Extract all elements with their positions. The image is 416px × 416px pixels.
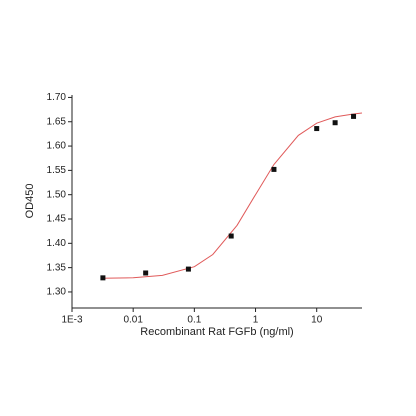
y-tick-label: 1.45 (47, 214, 67, 225)
data-point (314, 126, 320, 132)
y-tick-label: 1.40 (47, 238, 67, 249)
y-tick-label: 1.60 (47, 141, 67, 152)
y-tick-label: 1.65 (47, 116, 67, 127)
x-tick-label: 10 (311, 315, 323, 326)
data-point (332, 120, 338, 126)
x-tick-label: 0.01 (123, 315, 143, 326)
x-tick-label: 1E-3 (61, 315, 83, 326)
y-tick-label: 1.30 (47, 287, 67, 298)
y-tick-label: 1.55 (47, 165, 67, 176)
fit-curve (101, 112, 363, 279)
data-point (228, 233, 234, 239)
data-point (271, 166, 277, 172)
data-point (100, 275, 106, 281)
x-tick-label: 1 (253, 315, 259, 326)
x-tick-label: 0.1 (187, 315, 201, 326)
data-point (143, 270, 149, 276)
x-axis-title: Recombinant Rat FGFb (ng/ml) (140, 326, 293, 338)
y-tick-label: 1.50 (47, 189, 67, 200)
data-point (351, 113, 357, 119)
y-tick-label: 1.35 (47, 262, 67, 273)
data-point (185, 266, 191, 272)
y-tick-label: 1.70 (47, 92, 67, 103)
y-axis-title: OD450 (24, 184, 36, 219)
